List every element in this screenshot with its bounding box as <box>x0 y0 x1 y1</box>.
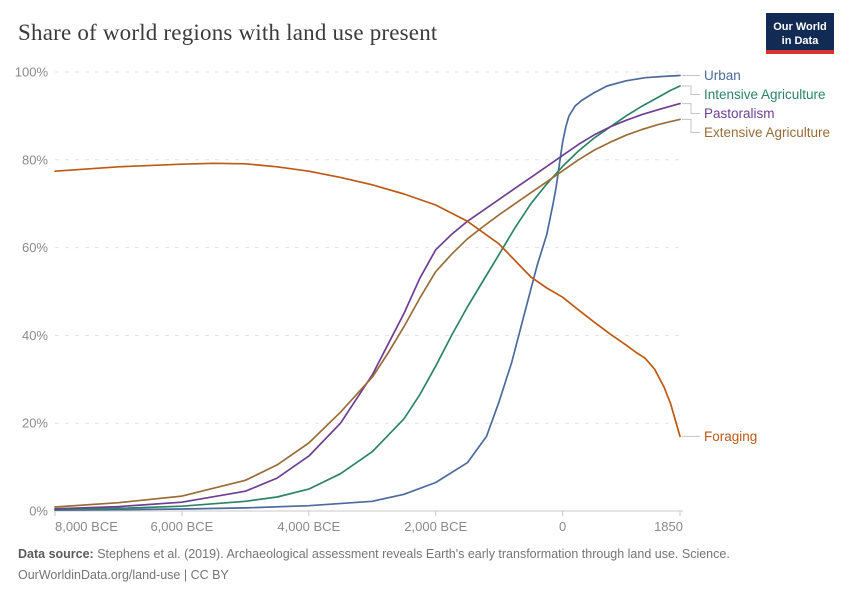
owid-logo[interactable]: Our World in Data <box>766 13 834 54</box>
y-tick-label-0: 0% <box>29 504 48 519</box>
series-line-extensive-agriculture[interactable] <box>54 118 681 508</box>
attribution-line: OurWorldinData.org/land-use | CC BY <box>18 565 730 586</box>
data-source-line: Data source: Stephens et al. (2019). Arc… <box>18 544 730 565</box>
data-source-text: Stephens et al. (2019). Archaeological a… <box>93 547 730 561</box>
series-line-foraging[interactable] <box>54 162 681 438</box>
legend-label-urban[interactable]: Urban <box>704 68 741 83</box>
y-tick-label-80: 80% <box>22 152 48 167</box>
legend-connector <box>682 85 700 95</box>
series-line-pastoralism[interactable] <box>54 102 681 510</box>
series-line-urban[interactable] <box>54 74 681 511</box>
y-tick-label-40: 40% <box>22 328 48 343</box>
x-tick-label: 1850 <box>654 519 683 534</box>
chart-footer: Data source: Stephens et al. (2019). Arc… <box>18 544 730 587</box>
data-source-label: Data source: <box>18 547 94 561</box>
legend-label-foraging[interactable]: Foraging <box>704 429 757 444</box>
license-link[interactable]: CC BY <box>190 568 229 583</box>
legend-connector <box>682 103 700 114</box>
logo-red-bar <box>766 49 834 54</box>
page-title: Share of world regions with land use pre… <box>18 20 438 45</box>
legend-label-intensive-agriculture[interactable]: Intensive Agriculture <box>704 87 826 102</box>
x-tick-label: 0 <box>559 519 566 534</box>
legend-label-pastoralism[interactable]: Pastoralism <box>704 106 775 121</box>
logo-line1: Our World <box>773 21 827 33</box>
x-tick-label: 2,000 BCE <box>404 519 467 534</box>
logo-line2: in Data <box>781 35 819 48</box>
y-tick-label-20: 20% <box>22 416 48 431</box>
x-tick-label: 6,000 BCE <box>150 519 213 534</box>
legend-label-extensive-agriculture[interactable]: Extensive Agriculture <box>704 125 830 140</box>
legend-connector <box>682 118 700 133</box>
y-tick-label-100: 100% <box>15 65 49 80</box>
footer-separator: | <box>180 568 191 583</box>
y-tick-label-60: 60% <box>22 240 48 255</box>
series-line-intensive-agriculture[interactable] <box>54 85 681 511</box>
owid-url-link[interactable]: OurWorldinData.org/land-use <box>18 568 181 583</box>
x-tick-label: 4,000 BCE <box>277 519 340 534</box>
x-tick-label: 8,000 BCE <box>55 519 118 534</box>
